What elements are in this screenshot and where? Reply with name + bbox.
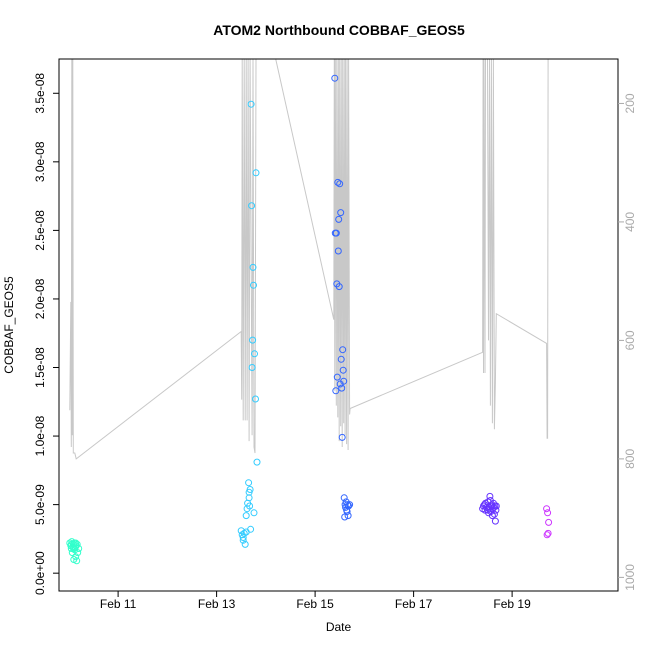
data-point bbox=[242, 528, 250, 536]
data-point bbox=[248, 364, 256, 371]
data-point bbox=[335, 215, 343, 223]
data-point bbox=[346, 501, 354, 509]
data-point bbox=[543, 531, 551, 539]
y-tick-label: 3.0e-08 bbox=[33, 141, 47, 182]
data-point bbox=[247, 525, 255, 533]
plot-area bbox=[66, 59, 553, 565]
data-point bbox=[545, 518, 553, 526]
chart-title: ATOM2 Northbound COBBAF_GEOS5 bbox=[213, 22, 465, 38]
data-point bbox=[72, 553, 80, 561]
data-point bbox=[252, 169, 260, 177]
y-tick-label: 1.0e-08 bbox=[33, 415, 47, 456]
data-point bbox=[250, 509, 258, 517]
y-right-tick-label: 800 bbox=[623, 449, 637, 469]
data-point bbox=[334, 247, 342, 255]
data-point bbox=[340, 494, 348, 502]
data-point bbox=[344, 501, 352, 509]
data-point bbox=[331, 74, 339, 82]
y-axis-right: 200 400 600 800 1000 bbox=[618, 93, 637, 591]
x-tick-label: Feb 15 bbox=[296, 597, 334, 611]
data-point bbox=[340, 377, 348, 385]
data-point bbox=[242, 512, 250, 520]
data-point bbox=[486, 492, 494, 500]
data-point bbox=[249, 263, 257, 271]
x-tick-label: Feb 11 bbox=[100, 597, 137, 611]
y-axis: 0.0e+00 5.0e-09 1.0e-08 1.5e-08 2.0e-08 2.5e-… bbox=[33, 73, 59, 595]
data-point bbox=[72, 539, 80, 547]
y-tick-label: 5.0e-09 bbox=[33, 484, 47, 525]
data-point bbox=[345, 502, 353, 510]
data-point bbox=[332, 229, 340, 237]
data-point bbox=[247, 100, 255, 108]
data-point bbox=[245, 488, 253, 496]
y-axis-label: COBBAF_GEOS5 bbox=[2, 276, 16, 374]
data-point bbox=[253, 458, 261, 466]
data-point bbox=[337, 355, 345, 363]
data-point bbox=[339, 366, 347, 374]
x-tick-label: Feb 19 bbox=[493, 597, 531, 611]
x-tick-label: Feb 13 bbox=[198, 597, 236, 611]
data-point bbox=[248, 202, 256, 210]
data-point bbox=[334, 178, 342, 186]
data-point bbox=[332, 387, 340, 395]
points-layer bbox=[66, 74, 553, 565]
data-point bbox=[246, 502, 254, 510]
y-right-tick-label: 400 bbox=[623, 212, 637, 232]
data-point bbox=[240, 529, 248, 537]
data-point bbox=[250, 281, 257, 289]
y-right-tick-label: 1000 bbox=[623, 564, 637, 591]
y-tick-label: 1.5e-08 bbox=[33, 347, 47, 388]
data-point bbox=[75, 545, 83, 552]
data-point bbox=[251, 350, 258, 358]
data-point bbox=[344, 512, 352, 520]
y-tick-label: 0.0e+00 bbox=[33, 551, 47, 595]
data-point bbox=[338, 433, 346, 441]
x-axis: Feb 11 Feb 13 Feb 15 Feb 17 Feb 19 bbox=[100, 591, 531, 611]
data-point bbox=[336, 180, 344, 188]
data-point bbox=[544, 529, 552, 537]
data-point bbox=[488, 512, 496, 520]
y-right-tick-label: 600 bbox=[623, 330, 637, 350]
y-right-tick-label: 200 bbox=[623, 93, 637, 113]
data-point bbox=[338, 384, 346, 392]
pressure-line bbox=[69, 59, 549, 460]
data-point bbox=[337, 209, 345, 217]
data-point bbox=[544, 509, 552, 517]
data-point bbox=[543, 505, 551, 513]
y-tick-label: 2.5e-08 bbox=[33, 210, 47, 251]
data-point bbox=[335, 283, 343, 291]
data-point bbox=[239, 536, 247, 544]
data-point bbox=[249, 336, 257, 344]
y-tick-label: 2.0e-08 bbox=[33, 278, 47, 319]
y-tick-label: 3.5e-08 bbox=[33, 73, 47, 114]
x-axis-label: Date bbox=[326, 620, 352, 634]
data-point bbox=[245, 479, 253, 487]
data-point bbox=[241, 540, 249, 548]
data-point bbox=[73, 557, 81, 565]
data-point bbox=[492, 506, 500, 514]
data-point bbox=[491, 517, 499, 525]
data-point bbox=[490, 510, 498, 518]
data-point bbox=[339, 346, 347, 354]
x-tick-label: Feb 17 bbox=[395, 597, 433, 611]
data-point bbox=[333, 373, 341, 381]
data-point bbox=[492, 502, 500, 510]
data-point bbox=[74, 549, 82, 557]
plot-frame bbox=[58, 58, 619, 592]
data-point bbox=[239, 534, 247, 541]
data-point bbox=[252, 395, 259, 403]
